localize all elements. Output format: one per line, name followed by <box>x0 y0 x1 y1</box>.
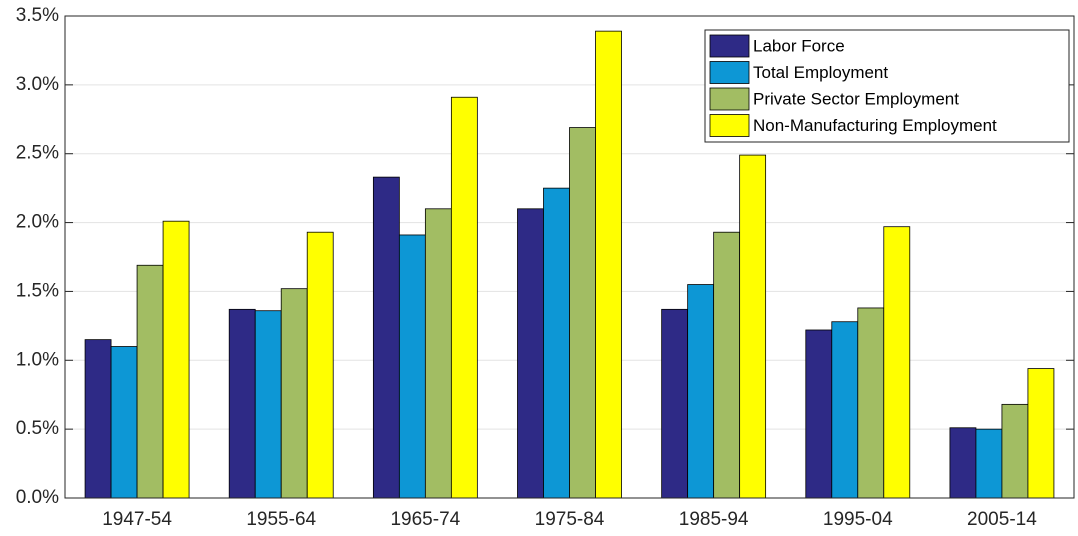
bar <box>1001 403 1029 499</box>
legend-swatch <box>709 87 750 111</box>
legend-swatch <box>709 34 750 58</box>
bar <box>739 154 767 499</box>
legend-swatch <box>709 114 750 137</box>
y-tick-label: 2.5% <box>16 143 59 164</box>
bar <box>280 288 308 499</box>
bar <box>687 284 715 499</box>
legend-box <box>704 29 1070 143</box>
bar <box>857 307 885 499</box>
bar <box>1027 368 1055 499</box>
bar <box>450 96 478 499</box>
bar <box>136 264 164 499</box>
legend-label: Private Sector Employment <box>753 89 959 108</box>
bar <box>424 208 452 499</box>
bar <box>805 329 833 499</box>
y-tick-label: 1.5% <box>16 280 59 301</box>
bar <box>110 346 138 499</box>
bar <box>306 231 334 499</box>
x-tick-label: 2005-14 <box>967 509 1037 530</box>
bar <box>254 310 282 499</box>
legend: Labor Force Total Employment Private Secto… <box>704 29 1070 143</box>
bar <box>84 339 112 499</box>
y-tick-label: 1.0% <box>16 349 59 370</box>
legend-label: Total Employment <box>753 63 888 82</box>
y-tick-label: 3.5% <box>16 5 59 26</box>
bar <box>372 176 400 499</box>
x-tick-label: 1955-64 <box>246 509 316 530</box>
bar <box>661 308 689 499</box>
bar <box>595 30 622 499</box>
bar <box>398 234 426 499</box>
y-tick-label: 0.5% <box>16 418 59 439</box>
bar <box>569 127 596 499</box>
legend-label: Non-Manufacturing Employment <box>753 116 997 135</box>
x-tick-label: 1965-74 <box>390 509 460 530</box>
y-tick-label: 0.0% <box>16 487 59 508</box>
legend-swatch <box>709 61 750 84</box>
bar <box>228 308 256 499</box>
bar <box>975 428 1003 499</box>
legend-label: Labor Force <box>753 36 845 55</box>
x-tick-label: 1985-94 <box>679 509 749 530</box>
y-tick-label: 3.0% <box>16 74 59 95</box>
bar <box>831 321 859 499</box>
bar <box>883 226 911 499</box>
bar <box>517 208 544 499</box>
bar <box>949 427 977 499</box>
bar <box>162 220 190 499</box>
x-tick-label: 1975-84 <box>535 509 605 530</box>
bar <box>713 231 741 499</box>
x-tick-label: 1995-04 <box>823 509 893 530</box>
x-tick-label: 1947-54 <box>102 509 172 530</box>
bar <box>543 187 570 499</box>
axes-box <box>64 15 1075 499</box>
y-tick-label: 2.0% <box>16 212 59 233</box>
